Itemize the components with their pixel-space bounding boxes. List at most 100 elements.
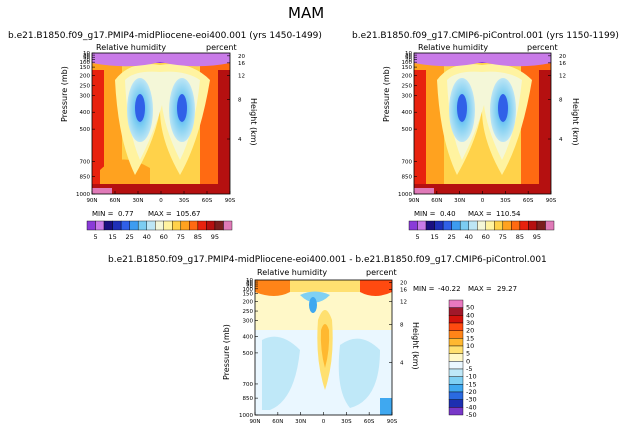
colorbar-label: -15 (466, 380, 477, 388)
colorbar-swatch (137, 220, 147, 231)
y-tick-label: 1000 (398, 192, 412, 198)
panel-2-yaxis-label: Pressure (mb) (382, 66, 391, 122)
x-tick-label: 0 (159, 198, 163, 204)
panel-1-field (92, 53, 230, 194)
x-tick-label: 90N (249, 419, 260, 425)
figure-title: MAM (288, 4, 325, 22)
y-tick-label: 200 (243, 300, 254, 306)
colorbar-swatch (448, 368, 464, 377)
colorbar-label: 25 (126, 233, 134, 241)
colorbar-swatch (180, 220, 190, 231)
y-tick-label: 50 (246, 282, 253, 288)
colorbar-swatch (163, 220, 173, 231)
colorbar-swatch (451, 220, 461, 231)
y-tick-label: 150 (80, 65, 91, 71)
x-tick-label: 60S (364, 419, 375, 425)
x-tick-label: 30S (341, 419, 352, 425)
colorbar-swatch (494, 220, 504, 231)
colorbar-swatch (197, 220, 207, 231)
x-tick-label: 60S (523, 198, 534, 204)
colorbar-swatch (448, 407, 464, 416)
y-tick-label: 200 (402, 74, 413, 80)
colorbar-label: -50 (466, 411, 477, 419)
x-tick-label: 30S (179, 198, 190, 204)
y-tick-label: 70 (246, 284, 253, 290)
panel-2-field (414, 53, 551, 194)
colorbar-label: 75 (499, 233, 507, 241)
colorbar-label: 15 (108, 233, 116, 241)
colorbar-label: 85 (516, 233, 524, 241)
colorbar-label: 50 (466, 304, 474, 312)
colorbar-label: 15 (466, 334, 474, 342)
panel-1-min-value: 0.77 (118, 210, 134, 218)
x-tick-label: 0 (322, 419, 326, 425)
colorbar-label: 5 (466, 350, 470, 358)
x-tick-label: 60N (109, 198, 120, 204)
y2-tick-label: 12 (238, 74, 245, 80)
colorbar-label: 40 (466, 311, 474, 319)
y-tick-label: 300 (243, 319, 254, 325)
y-tick-label: 100 (402, 60, 413, 66)
y-tick-label: 1000 (239, 413, 253, 419)
colorbar-swatch (448, 361, 464, 370)
panel-3-max-label: MAX = (468, 285, 492, 293)
colorbar-swatch (448, 391, 464, 400)
y-tick-label: 10 (246, 278, 253, 284)
y2-tick-label: 16 (400, 287, 407, 293)
y2-tick-label: 16 (238, 61, 245, 67)
panel-1-field-label: Relative humidity (96, 43, 167, 52)
colorbar-swatch (146, 220, 156, 231)
colorbar-swatch (189, 220, 199, 231)
panel-2-min-label: MIN = (414, 210, 436, 218)
x-tick-label: 90N (86, 198, 97, 204)
panel-2-units-label: percent (527, 43, 558, 52)
x-tick-label: 90S (546, 198, 557, 204)
y2-tick-label: 4 (400, 360, 404, 366)
colorbar-swatch (448, 376, 464, 385)
y-tick-label: 500 (80, 127, 91, 133)
x-tick-label: 30S (500, 198, 511, 204)
colorbar-swatch (95, 220, 105, 231)
y-tick-label: 400 (243, 335, 254, 341)
colorbar-label: 5 (93, 233, 97, 241)
y2-tick-label: 20 (559, 54, 566, 60)
colorbar-label: -10 (466, 373, 477, 381)
y-tick-label: 200 (80, 74, 91, 80)
panel-3-y2axis-label: Height (km) (411, 322, 420, 370)
panel-3-min-label: MIN = (413, 285, 435, 293)
colorbar-label: 95 (211, 233, 219, 241)
panel-3-units-label: percent (366, 268, 397, 277)
x-tick-label: 60S (202, 198, 213, 204)
panel-2-y2axis-label: Height (km) (571, 98, 580, 146)
colorbar-swatch (545, 220, 555, 231)
colorbar-label: 0 (466, 357, 470, 365)
colorbar-swatch (120, 220, 130, 231)
panel-2-max-label: MAX = (468, 210, 492, 218)
colorbar-label: -30 (466, 396, 477, 404)
x-tick-label: 60N (272, 419, 283, 425)
colorbar-swatch (129, 220, 139, 231)
x-tick-label: 90S (387, 419, 398, 425)
y-tick-label: 850 (402, 174, 413, 180)
x-tick-label: 30N (295, 419, 306, 425)
colorbar-swatch (485, 220, 495, 231)
colorbar-swatch (448, 307, 464, 316)
y-tick-label: 250 (80, 83, 91, 89)
colorbar-swatch (214, 220, 224, 231)
y-tick-label: 150 (243, 292, 254, 298)
y-tick-label: 500 (402, 127, 413, 133)
x-tick-label: 60N (431, 198, 442, 204)
colorbar-swatch (536, 220, 546, 231)
panel-2-max-value: 110.54 (496, 210, 521, 218)
y2-tick-label: 4 (559, 137, 563, 143)
colorbar-label: 60 (160, 233, 168, 241)
colorbar-swatch (448, 299, 464, 308)
colorbar-swatch (172, 220, 182, 231)
colorbar-label: 95 (533, 233, 541, 241)
colorbar-swatch (528, 220, 538, 231)
colorbar-swatch (112, 220, 122, 231)
colorbar-label: -20 (466, 388, 477, 396)
colorbar-swatch (477, 220, 486, 231)
